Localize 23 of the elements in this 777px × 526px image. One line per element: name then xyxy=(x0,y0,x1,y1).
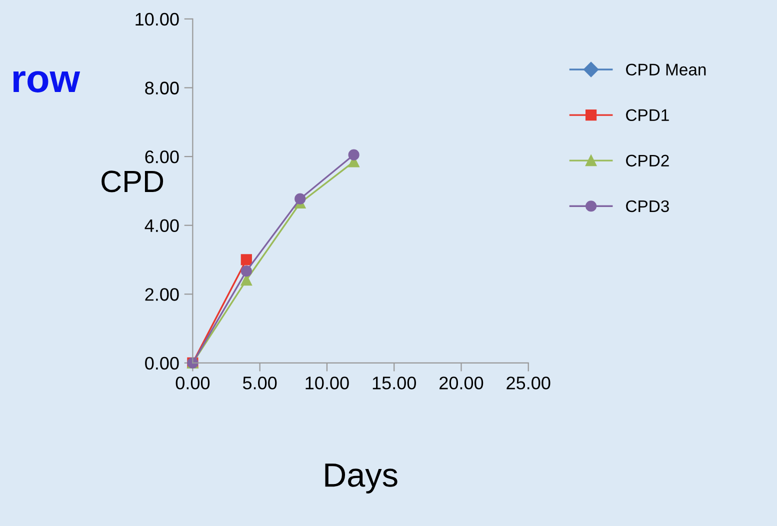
point xyxy=(240,266,252,277)
x-tick-label: 20.00 xyxy=(440,376,484,390)
y-axis-title: CPD xyxy=(102,170,164,192)
x-tick-label: 10.00 xyxy=(306,376,349,390)
point xyxy=(240,254,252,266)
y-tick-label: 0.00 xyxy=(145,356,179,370)
y-tick-label: 8.00 xyxy=(145,82,179,94)
legend-label: CPD1 xyxy=(626,109,669,122)
x-tick-label: 5.00 xyxy=(242,376,277,390)
text: row xyxy=(13,71,80,92)
y-tick-label: 2.00 xyxy=(145,288,179,301)
y-tick-label: 4.00 xyxy=(144,219,179,232)
y-tick-label: 6.00 xyxy=(145,150,179,164)
x-tick-label: 0.00 xyxy=(176,376,210,390)
x-tick-label: 25.00 xyxy=(506,376,550,390)
point xyxy=(294,193,306,204)
legend-label: CPD3 xyxy=(626,200,669,212)
legend-label: CPD Mean xyxy=(626,64,706,76)
y-tick-label: 10.00 xyxy=(136,12,179,26)
x-tick-label: 15.00 xyxy=(372,376,416,390)
point xyxy=(348,149,360,160)
legend-label: CPD2 xyxy=(626,154,669,167)
x-axis-title: Days xyxy=(325,464,398,494)
